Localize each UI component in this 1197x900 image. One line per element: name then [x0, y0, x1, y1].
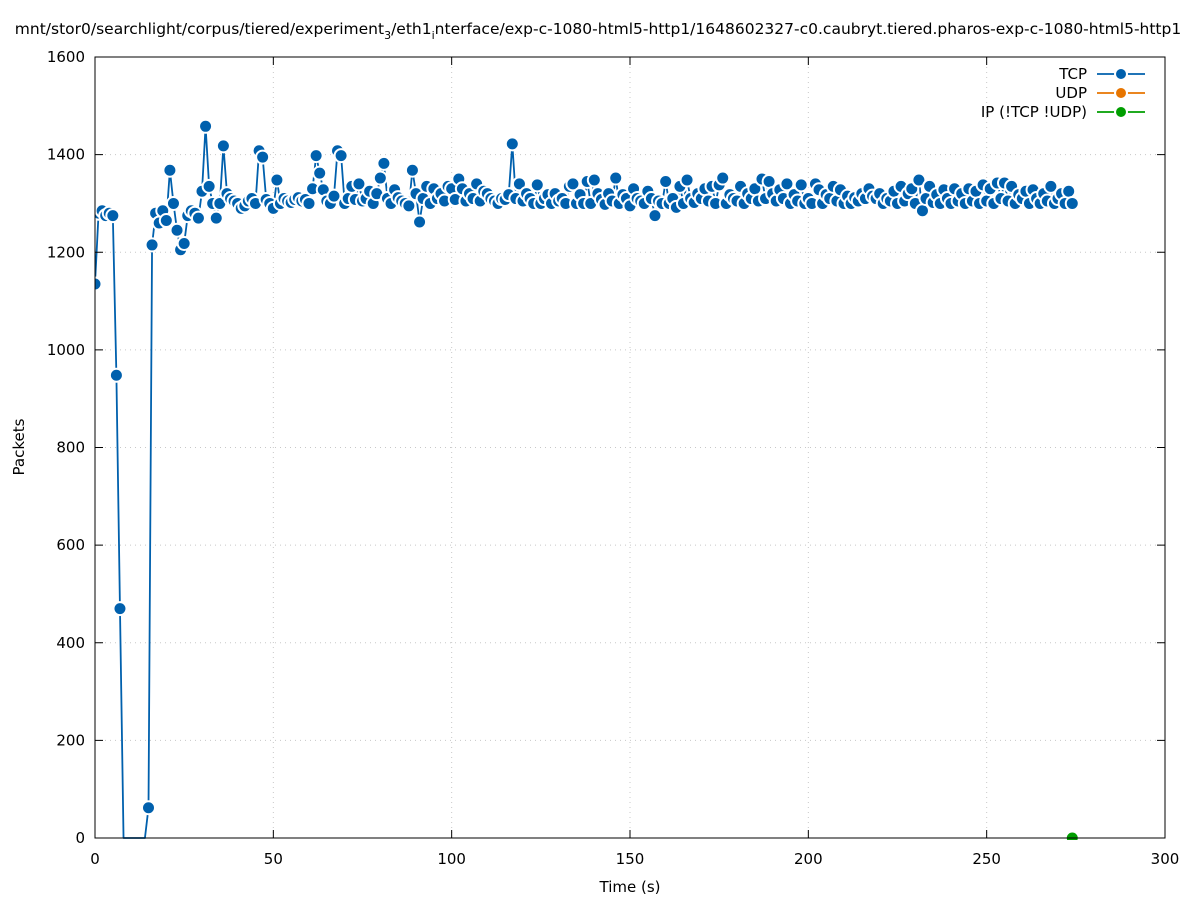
data-point [112, 601, 128, 617]
data-point [779, 176, 795, 192]
data-point [1061, 183, 1077, 199]
data-point [404, 162, 420, 178]
legend-label: IP (!TCP !UDP) [981, 103, 1087, 121]
y-tick-label: 1000 [47, 341, 85, 359]
data-point [255, 149, 271, 165]
data-point [105, 208, 121, 224]
data-point [333, 148, 349, 164]
data-point [586, 172, 602, 188]
data-point [326, 188, 342, 204]
x-tick-label: 250 [972, 850, 1001, 868]
y-tick-label: 1200 [47, 243, 85, 261]
data-point [208, 210, 224, 226]
data-point [176, 235, 192, 251]
x-tick-label: 100 [437, 850, 466, 868]
data-point [608, 170, 624, 186]
plot-area [95, 118, 1080, 840]
legend-marker [1114, 105, 1128, 119]
data-point [144, 237, 160, 253]
x-tick-label: 0 [90, 850, 100, 868]
data-point [162, 162, 178, 178]
x-tick-label: 300 [1151, 850, 1180, 868]
data-point [95, 276, 103, 292]
data-point [158, 213, 174, 229]
grid [95, 57, 1165, 838]
x-tick-label: 150 [616, 850, 645, 868]
data-point [201, 178, 217, 194]
data-point [108, 367, 124, 383]
data-point [169, 222, 185, 238]
data-point [312, 165, 328, 181]
series-line [95, 125, 1074, 839]
data-point [658, 173, 674, 189]
data-point [504, 136, 520, 152]
data-point [301, 195, 317, 211]
data-point [308, 148, 324, 164]
data-point [715, 170, 731, 186]
legend-label: UDP [1055, 84, 1087, 102]
y-axis-label: Packets [10, 418, 28, 475]
data-point [198, 118, 214, 134]
y-tick-label: 1600 [47, 48, 85, 66]
y-tick-label: 0 [75, 829, 85, 847]
data-point [511, 176, 527, 192]
x-tick-label: 50 [264, 850, 283, 868]
x-axis-label: Time (s) [599, 878, 661, 896]
data-point [911, 172, 927, 188]
data-point [401, 198, 417, 214]
data-point [269, 172, 285, 188]
data-point [351, 176, 367, 192]
data-point [793, 177, 809, 193]
data-point [141, 800, 156, 816]
data-point [190, 210, 206, 226]
data-point [1064, 195, 1080, 211]
y-tick-label: 200 [56, 731, 85, 749]
data-point [1043, 178, 1059, 194]
data-point [647, 208, 663, 224]
legend-marker [1114, 67, 1128, 81]
data-point [372, 170, 388, 186]
data-point [412, 214, 428, 230]
x-tick-label: 200 [794, 850, 823, 868]
legend-label: TCP [1058, 65, 1087, 83]
data-point [565, 176, 581, 192]
y-tick-label: 600 [56, 536, 85, 554]
chart-title: mnt/stor0/searchlight/corpus/tiered/expe… [15, 20, 1181, 42]
data-point [215, 138, 231, 154]
y-tick-label: 1400 [47, 146, 85, 164]
data-point [165, 195, 181, 211]
axis-ticks: 0 50 100 150 200 250 300 0 200 400 600 800 1000 1200 1… [47, 48, 1180, 868]
data-point [376, 155, 392, 171]
series-0 [95, 118, 1080, 839]
y-tick-label: 400 [56, 634, 85, 652]
data-point [529, 177, 545, 193]
y-tick-label: 800 [56, 439, 85, 457]
legend-marker [1114, 86, 1128, 100]
data-point [679, 172, 695, 188]
